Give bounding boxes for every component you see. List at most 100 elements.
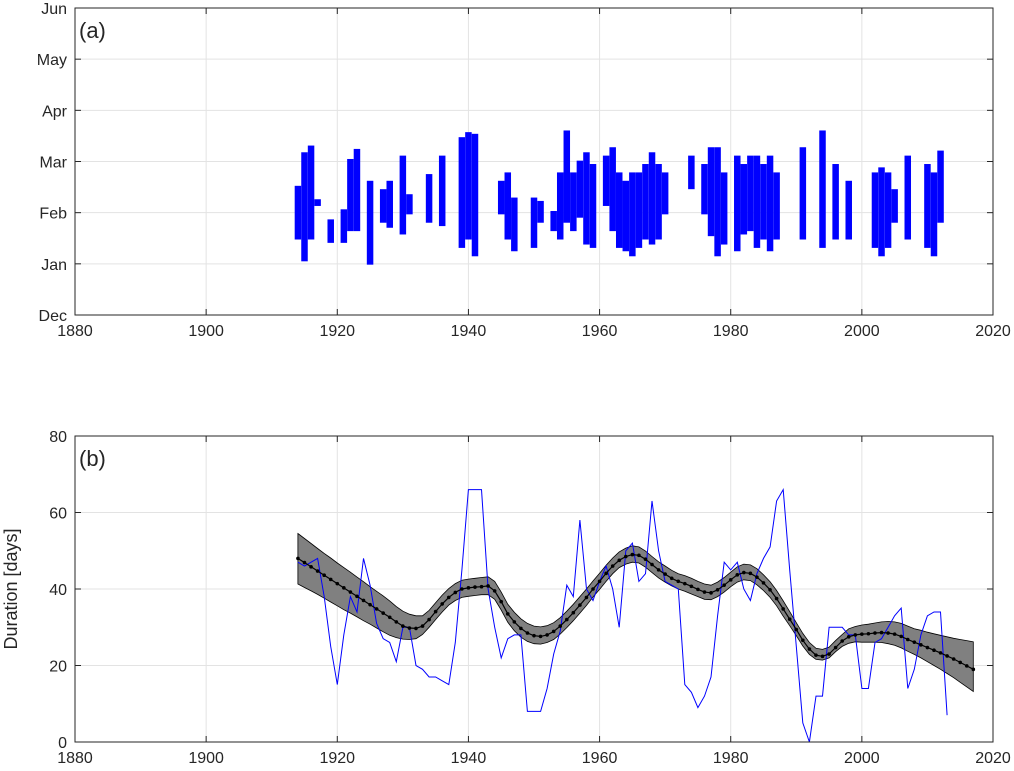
smoothed-trend-point (938, 651, 943, 655)
smoothed-trend-point (545, 633, 549, 637)
smoothed-trend-point (892, 632, 897, 636)
timing-box (471, 133, 479, 257)
y-tick-label: Jun (41, 1, 67, 18)
timing-box (773, 172, 780, 240)
smoothed-trend-point (873, 631, 877, 635)
smoothed-trend-point (604, 571, 608, 576)
smoothed-trend-point (328, 577, 333, 582)
timing-box (497, 180, 505, 215)
timing-box (589, 164, 597, 248)
smoothed-trend-point (584, 595, 589, 600)
smoothed-trend-point (453, 590, 458, 595)
x-tick-label: 1940 (451, 750, 487, 767)
smoothed-trend-point (761, 581, 766, 585)
y-tick-label: Jan (41, 257, 67, 274)
smoothed-trend-point (440, 602, 445, 606)
timing-box (884, 172, 892, 248)
y-tick-label: 60 (49, 506, 67, 523)
x-tick-label: 1960 (582, 750, 618, 767)
smoothed-trend-points (296, 552, 976, 672)
smoothed-trend-point (866, 631, 871, 636)
timing-box (642, 164, 649, 240)
timing-box (891, 189, 898, 223)
smoothed-trend-point (322, 573, 326, 578)
timing-box (609, 147, 616, 232)
smoothed-trend-point (781, 607, 785, 611)
smoothed-trend-point (656, 568, 661, 572)
timing-box (701, 164, 708, 215)
smoothed-trend-point (315, 569, 320, 573)
timing-box (583, 152, 590, 245)
smoothed-trend-point (302, 560, 307, 565)
smoothed-trend-point (886, 631, 890, 635)
x-tick-label: 1900 (188, 750, 224, 767)
timing-box (688, 155, 695, 190)
smoothed-trend-point (827, 652, 831, 656)
smoothed-trend-point (905, 637, 910, 642)
smoothed-trend-point (932, 648, 936, 652)
smoothed-trend-point (964, 664, 969, 668)
smoothed-trend-point (361, 598, 366, 603)
timing-box (340, 209, 348, 243)
x-tick-label: 1880 (57, 750, 93, 767)
smoothed-trend-point (407, 626, 412, 630)
timing-box (615, 172, 623, 248)
x-tick-label: 2020 (975, 750, 1011, 767)
smoothed-trend-point (899, 634, 903, 639)
smoothed-trend-point (296, 556, 300, 561)
timing-box (301, 152, 308, 262)
timing-box (648, 152, 656, 245)
smoothed-trend-point (558, 624, 563, 628)
y-tick-label: May (37, 52, 67, 69)
timing-box (406, 194, 413, 215)
timing-box (747, 155, 754, 232)
y-tick-label: Feb (39, 206, 67, 223)
timing-box (511, 197, 518, 252)
timing-box (661, 172, 669, 215)
y-tick-label: Dec (39, 308, 67, 325)
y-tick-label: Apr (42, 103, 68, 120)
smoothed-trend-point (538, 634, 543, 639)
timing-box (629, 172, 636, 257)
smoothed-trend-point (505, 612, 510, 616)
timing-box (845, 180, 852, 240)
smoothed-trend-point (348, 590, 353, 594)
x-tick-label: 2000 (844, 323, 880, 340)
timing-box (458, 137, 466, 248)
timing-box (602, 155, 610, 206)
timing-boxes (294, 130, 944, 265)
smoothed-trend-point (479, 584, 484, 589)
timing-box (871, 172, 879, 248)
smoothed-trend-point (807, 647, 812, 651)
smoothed-trend-point (683, 581, 687, 586)
smoothed-trend-point (820, 654, 825, 659)
y-axis-label: Duration [days] (1, 528, 21, 649)
timing-box (504, 172, 512, 240)
smoothed-trend-point (650, 562, 654, 567)
smoothed-trend-point (840, 639, 844, 643)
timing-box (556, 172, 564, 240)
timing-box (753, 155, 761, 248)
smoothed-trend-point (735, 573, 740, 577)
smoothed-trend-point (394, 620, 399, 624)
timing-box (399, 155, 407, 235)
timing-box (766, 155, 774, 252)
x-tick-label: 1880 (57, 323, 93, 340)
smoothed-trend-point (860, 632, 864, 636)
x-tick-label: 1920 (319, 323, 355, 340)
timing-box (530, 197, 538, 248)
smoothed-trend-point (374, 607, 379, 611)
smoothed-trend-point (610, 564, 615, 568)
y-tick-label: Mar (39, 155, 67, 172)
timing-box (438, 155, 446, 227)
smoothed-trend-point (925, 645, 930, 650)
smoothed-trend-point (368, 602, 372, 607)
smoothed-trend-point (630, 552, 635, 557)
smoothed-trend-point (486, 584, 490, 588)
smoothed-trend-point (696, 587, 700, 592)
timing-box (379, 189, 387, 223)
smoothed-trend-point (814, 653, 818, 657)
y-tick-label: 40 (49, 582, 67, 599)
timing-box (714, 147, 721, 257)
